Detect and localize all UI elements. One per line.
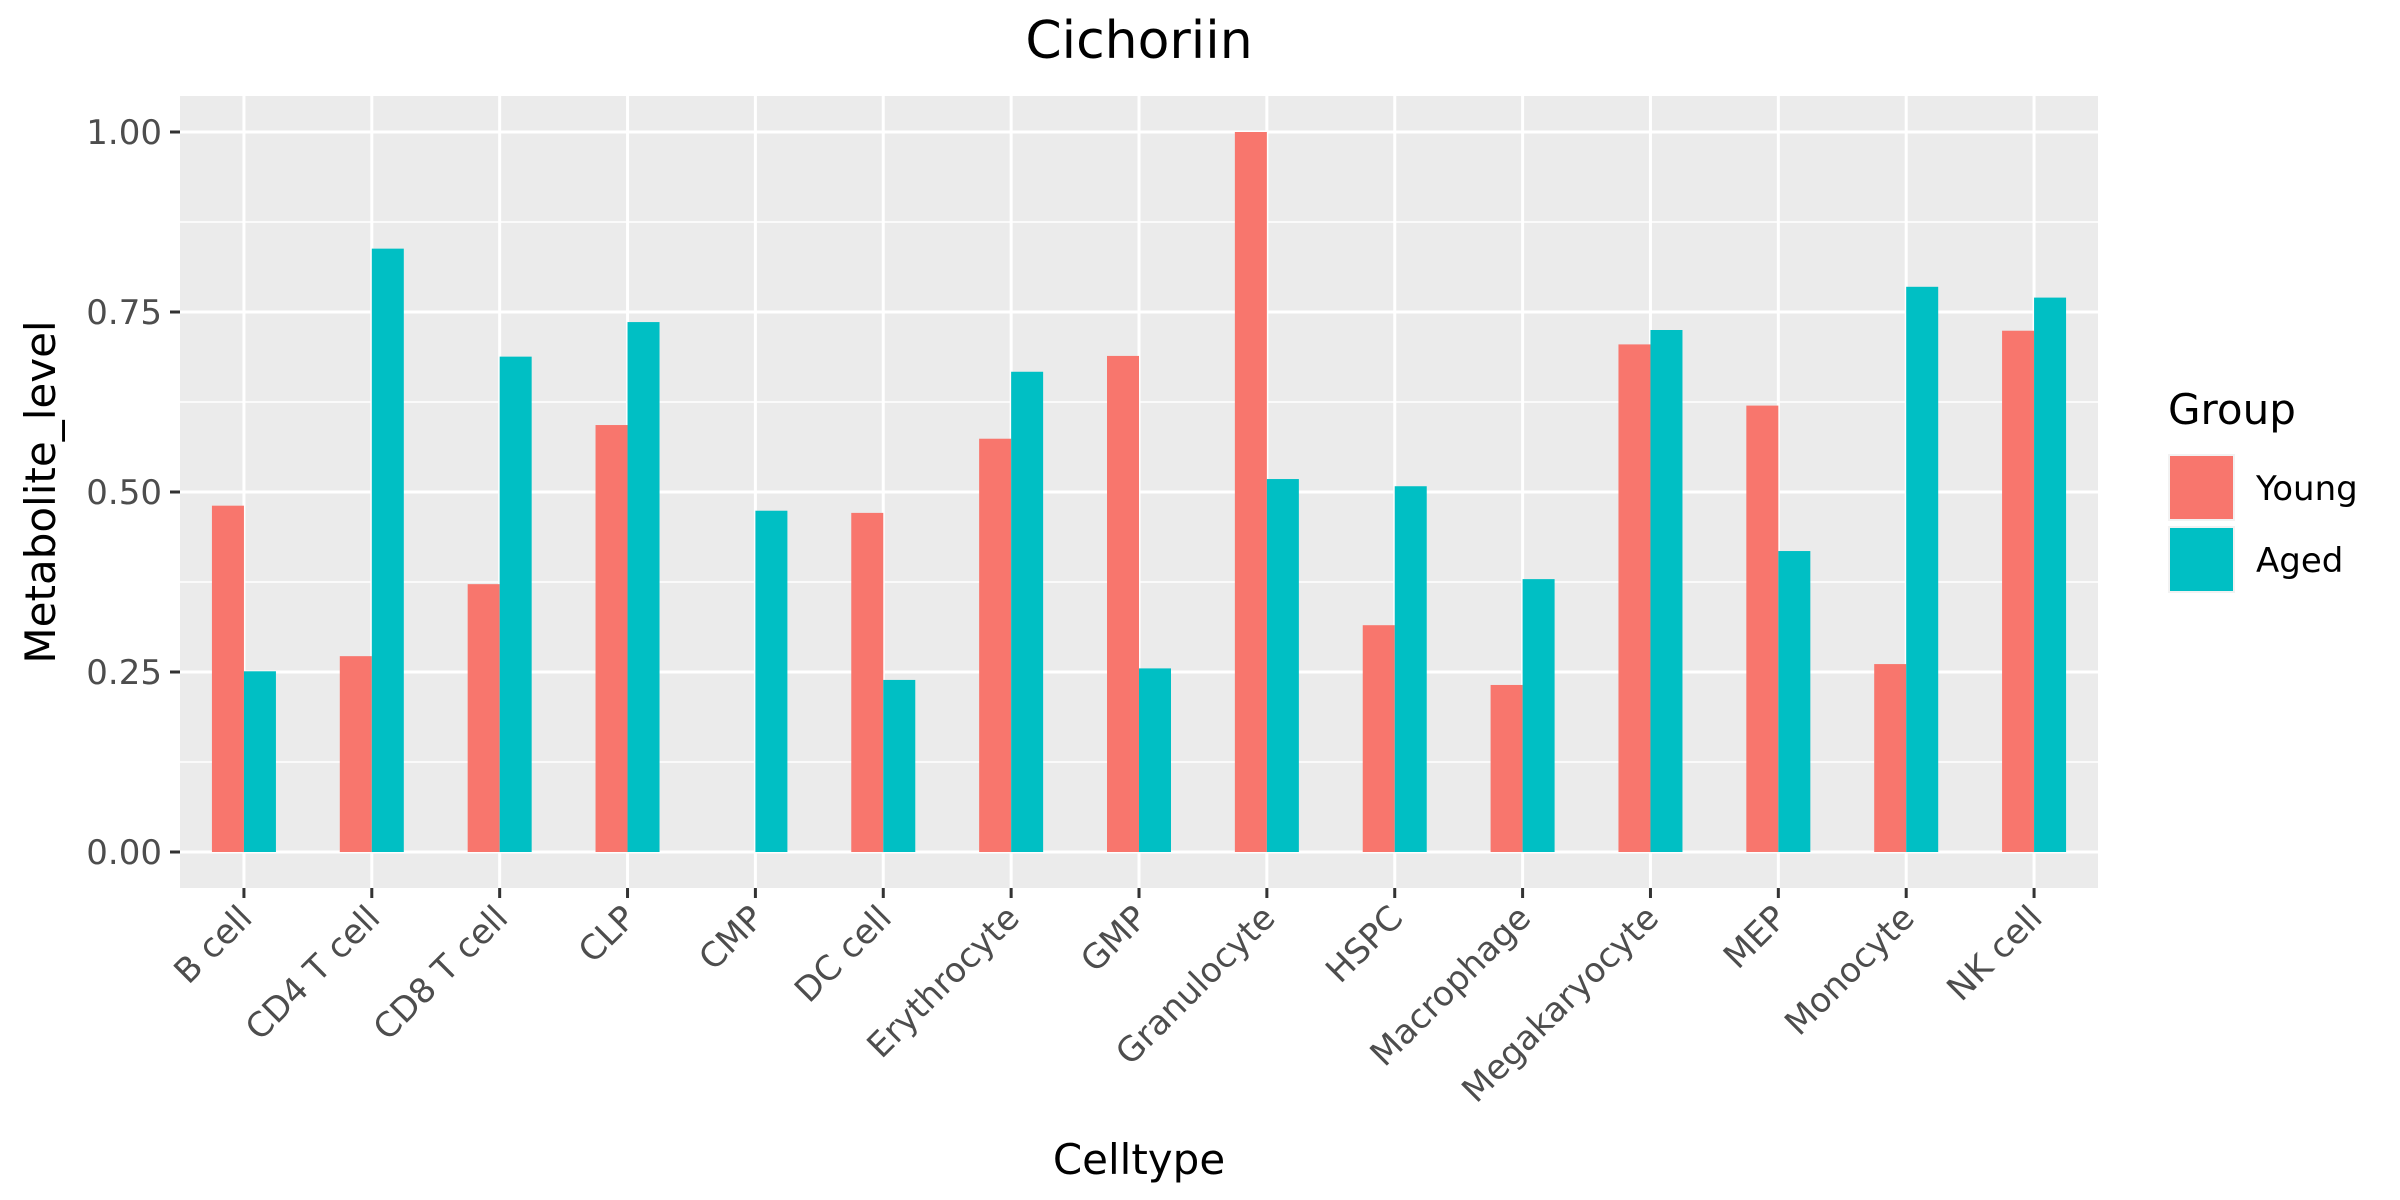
bar-young-dc-cell xyxy=(851,512,884,852)
bar-young-nk-cell xyxy=(2002,330,2035,853)
x-tick-label: MEP xyxy=(1716,898,1795,977)
y-tick-label: 0.25 xyxy=(86,653,162,693)
x-axis-title: Celltype xyxy=(1053,1135,1225,1184)
y-tick-label: 0.50 xyxy=(86,473,162,513)
legend-label-young: Young xyxy=(2255,469,2358,509)
bar-aged-dc-cell xyxy=(883,679,916,852)
bar-aged-cd4-t-cell xyxy=(371,248,404,852)
bar-aged-mep xyxy=(1778,551,1811,852)
bar-young-cd4-t-cell xyxy=(339,656,372,852)
x-tick-label: CMP xyxy=(691,898,771,978)
y-tick-label: 1.00 xyxy=(86,113,162,153)
bar-young-gmp xyxy=(1107,355,1139,852)
y-tick-label: 0.00 xyxy=(86,833,162,873)
bar-aged-macrophage xyxy=(1522,579,1555,852)
legend-label-aged: Aged xyxy=(2256,541,2343,581)
bar-young-macrophage xyxy=(1490,684,1523,852)
bar-young-granulocyte xyxy=(1234,132,1267,852)
x-tick-label: Monocyte xyxy=(1777,898,1922,1043)
bar-aged-hspc xyxy=(1394,486,1427,852)
x-tick-label: CD8 T cell xyxy=(366,898,516,1048)
bar-young-mep xyxy=(1746,405,1779,852)
bar-aged-b-cell xyxy=(243,671,276,852)
bar-aged-cmp xyxy=(755,510,788,852)
bar-young-cd8-t-cell xyxy=(467,584,500,852)
x-tick-label: CLP xyxy=(571,898,644,971)
y-axis-title: Metabolite_level xyxy=(16,320,65,663)
y-tick-label: 0.75 xyxy=(86,293,162,333)
bars xyxy=(211,132,2067,853)
x-tick-label: DC cell xyxy=(787,898,900,1011)
bar-young-b-cell xyxy=(211,505,244,852)
legend-swatch-aged xyxy=(2170,528,2233,591)
legend: Group Young Aged xyxy=(2168,385,2358,593)
bar-aged-gmp xyxy=(1139,668,1171,852)
bar-aged-monocyte xyxy=(1906,286,1939,852)
bar-aged-granulocyte xyxy=(1266,479,1299,852)
bar-aged-nk-cell xyxy=(2034,297,2067,853)
y-axis: 0.00 0.25 0.50 0.75 1.00 xyxy=(86,113,180,873)
x-tick-label: B cell xyxy=(167,898,261,992)
x-tick-label: HSPC xyxy=(1318,898,1411,991)
x-tick-label: GMP xyxy=(1073,898,1155,980)
bar-aged-megakaryocyte xyxy=(1650,330,1683,852)
bar-young-monocyte xyxy=(1874,664,1907,852)
legend-swatch-young xyxy=(2170,456,2233,519)
x-tick-label: NK cell xyxy=(1939,898,2050,1009)
bar-young-clp xyxy=(595,425,628,852)
bar-young-megakaryocyte xyxy=(1618,344,1651,852)
bar-aged-cd8-t-cell xyxy=(499,356,532,852)
x-tick-label: CD4 T cell xyxy=(238,898,388,1048)
chart-title: Cichoriin xyxy=(1025,11,1252,71)
bar-aged-clp xyxy=(627,322,660,853)
bar-aged-erythrocyte xyxy=(1011,371,1044,852)
bar-young-erythrocyte xyxy=(979,438,1012,852)
legend-title: Group xyxy=(2168,385,2296,434)
bar-young-hspc xyxy=(1362,625,1395,852)
